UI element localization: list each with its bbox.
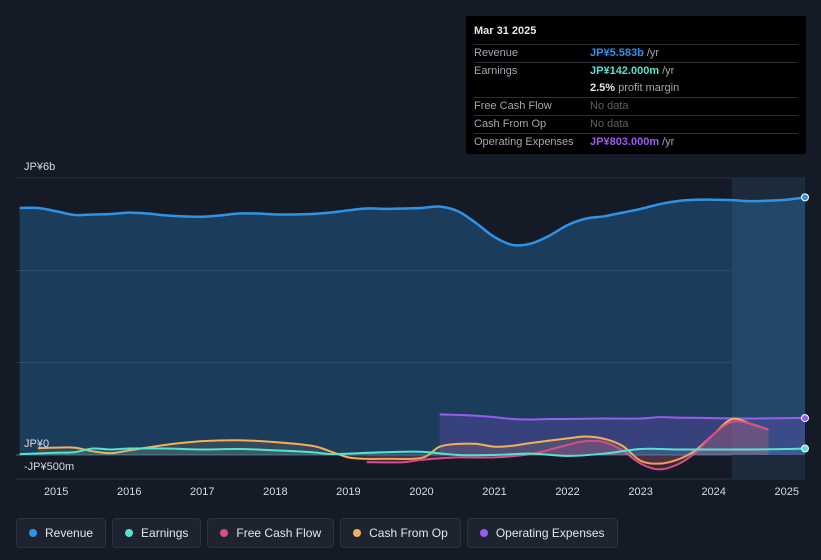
y-label-top: JP¥6b bbox=[24, 161, 55, 173]
tooltip-label: Earnings bbox=[474, 65, 518, 77]
legend-dot-icon bbox=[125, 529, 134, 537]
legend-label: Revenue bbox=[45, 526, 94, 540]
legend-label: Earnings bbox=[141, 526, 189, 540]
tooltip-fcf-value: No data bbox=[590, 100, 629, 112]
legend-dot-icon bbox=[29, 529, 37, 537]
series-layer bbox=[19, 196, 806, 471]
legend-label: Free Cash Flow bbox=[236, 526, 322, 540]
tooltip-earnings-value: JP¥142.000m bbox=[590, 65, 660, 77]
legend-dot-icon bbox=[220, 529, 229, 537]
cash-from-op-area bbox=[37, 418, 769, 464]
legend-item-free-cash-flow[interactable]: Free Cash Flow bbox=[207, 518, 335, 548]
tooltip-label: Cash From Op bbox=[474, 118, 547, 130]
revenue-endpoint bbox=[801, 193, 809, 202]
tooltip-label: Free Cash Flow bbox=[474, 100, 552, 112]
tooltip-row-earnings: Earnings JP¥142.000m/yr bbox=[474, 63, 798, 80]
free-cash-flow-line bbox=[366, 420, 769, 471]
grid-lines bbox=[16, 177, 805, 480]
x-axis-ticks: 2015 2016 2017 2018 2019 2020 2021 2022 2023 2024… bbox=[44, 486, 799, 498]
revenue-area bbox=[19, 197, 806, 455]
operating-expenses-area bbox=[439, 414, 805, 455]
legend-label: Operating Expenses bbox=[495, 526, 605, 540]
revenue-line bbox=[19, 196, 806, 247]
tooltip-row-cfo: Cash From Op No data bbox=[474, 116, 798, 134]
tooltip-row-opex: Operating Expenses JP¥803.000m/yr bbox=[474, 134, 798, 151]
tooltip-row-margin: 2.5% profit margin bbox=[474, 80, 798, 98]
legend-dot-icon bbox=[479, 529, 488, 537]
tooltip-margin-text: profit margin bbox=[618, 82, 680, 94]
x-tick-label: 2022 bbox=[555, 486, 579, 498]
tooltip-cfo-value: No data bbox=[590, 118, 629, 130]
legend-label: Cash From Op bbox=[369, 526, 448, 540]
x-tick-label: 2024 bbox=[701, 486, 725, 498]
x-tick-label: 2018 bbox=[263, 486, 287, 498]
legend-item-operating-expenses[interactable]: Operating Expenses bbox=[466, 518, 618, 548]
tooltip-margin-value: 2.5% bbox=[590, 82, 616, 94]
x-tick-label: 2016 bbox=[117, 486, 141, 498]
operating-expenses-endpoint bbox=[801, 414, 809, 423]
x-tick-label: 2023 bbox=[628, 486, 652, 498]
tooltip-unit: /yr bbox=[646, 47, 660, 59]
x-tick-label: 2017 bbox=[190, 486, 214, 498]
earnings-endpoint bbox=[801, 444, 809, 453]
data-tooltip: Mar 31 2025 Revenue JP¥5.583b/yr Earning… bbox=[466, 16, 806, 154]
y-label-zero: JP¥0 bbox=[24, 438, 49, 450]
series-endpoints bbox=[801, 193, 809, 453]
x-tick-label: 2025 bbox=[774, 486, 798, 498]
tooltip-date: Mar 31 2025 bbox=[474, 22, 798, 45]
x-tick-label: 2015 bbox=[44, 486, 68, 498]
earnings-line bbox=[19, 447, 806, 457]
legend-item-earnings[interactable]: Earnings bbox=[112, 518, 202, 548]
x-tick-label: 2021 bbox=[482, 486, 506, 498]
financial-chart: JP¥6b JP¥0 -JP¥500m 2015 2016 2017 2018 2019… bbox=[16, 161, 809, 498]
tooltip-label: Operating Expenses bbox=[474, 136, 574, 148]
tooltip-unit: /yr bbox=[662, 136, 675, 148]
tooltip-label: Revenue bbox=[474, 47, 519, 59]
y-label-bottom: -JP¥500m bbox=[24, 461, 74, 473]
tooltip-row-fcf: Free Cash Flow No data bbox=[474, 98, 798, 116]
tooltip-opex-value: JP¥803.000m bbox=[590, 136, 660, 148]
x-tick-label: 2020 bbox=[409, 486, 433, 498]
legend-dot-icon bbox=[353, 529, 362, 537]
chart-legend: Revenue Earnings Free Cash Flow Cash Fro… bbox=[16, 518, 618, 548]
tooltip-row-revenue: Revenue JP¥5.583b/yr bbox=[474, 45, 798, 63]
legend-item-revenue[interactable]: Revenue bbox=[16, 518, 107, 548]
legend-item-cash-from-op[interactable]: Cash From Op bbox=[340, 518, 461, 548]
tooltip-revenue-value: JP¥5.583b bbox=[590, 47, 644, 59]
x-tick-label: 2019 bbox=[336, 486, 360, 498]
tooltip-unit: /yr bbox=[662, 65, 675, 77]
